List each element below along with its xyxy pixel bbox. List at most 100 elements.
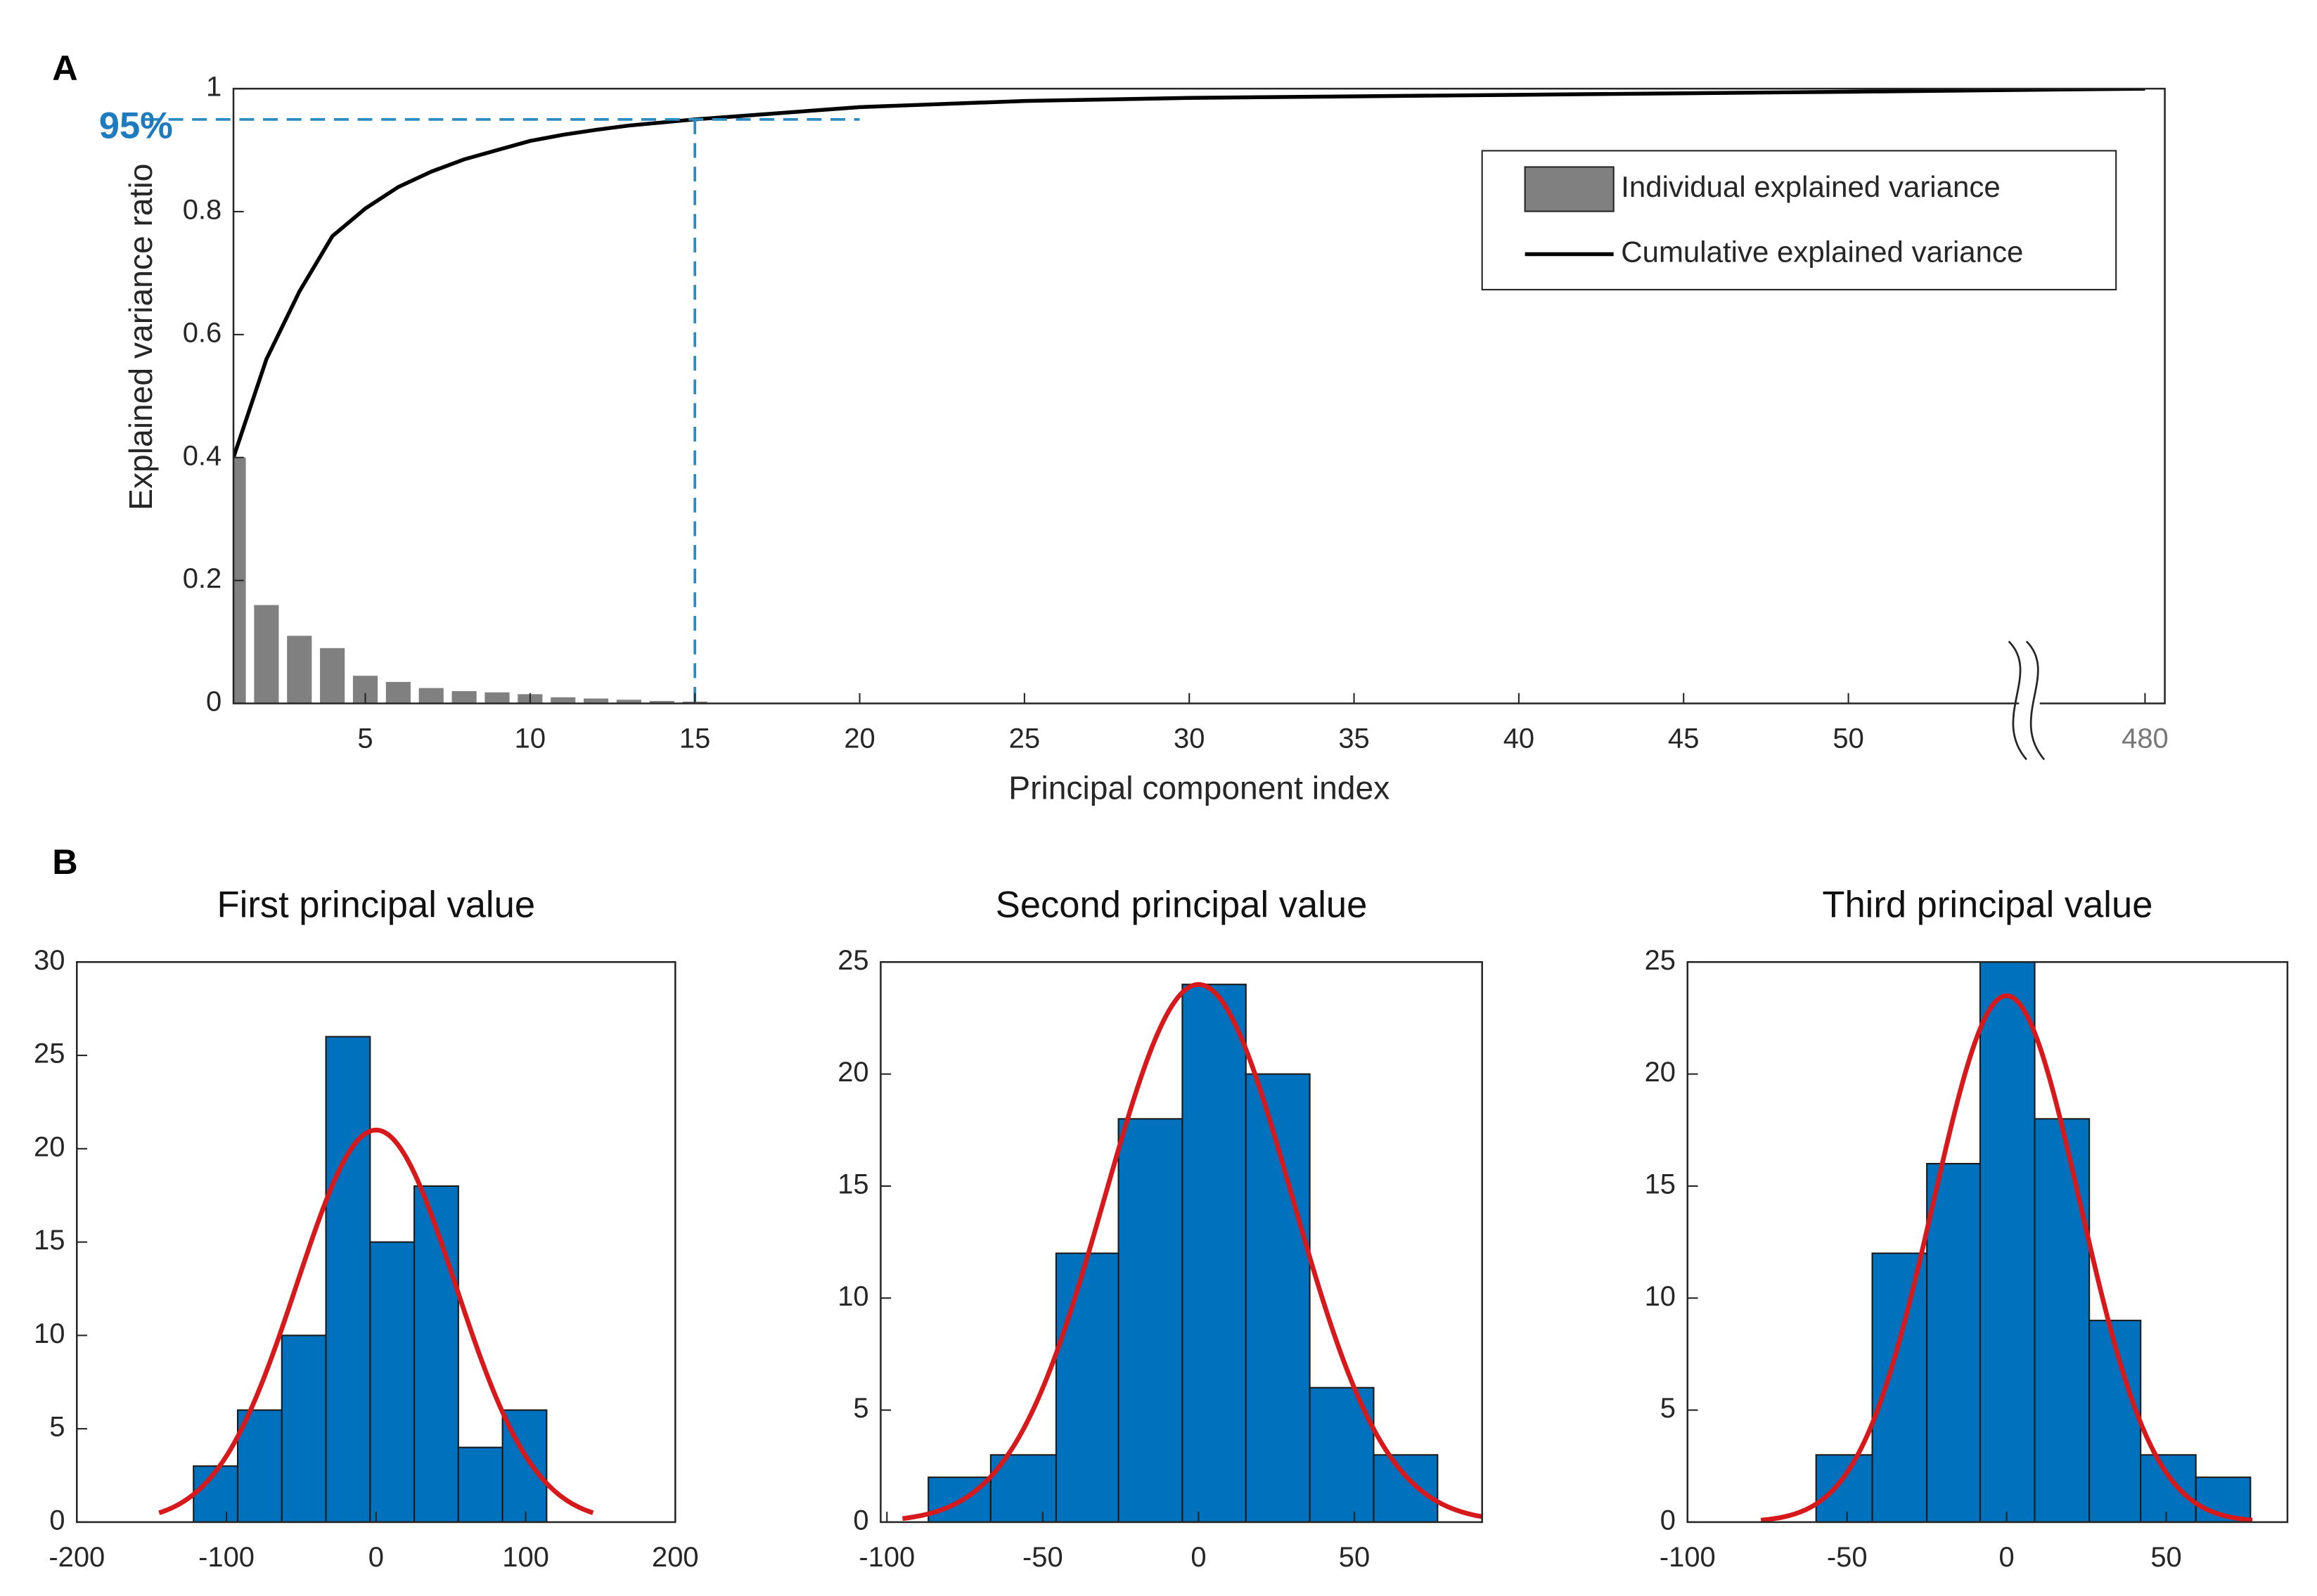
legend-label: Individual explained variance [1621, 170, 2001, 203]
y-tick-label: 0 [1660, 1505, 1676, 1536]
y-tick-label: 0 [206, 686, 222, 717]
legend-swatch [1524, 166, 1615, 212]
y-tick-label: 1 [206, 72, 222, 103]
histogram-bar [281, 1334, 327, 1523]
y-tick-label: 0.4 [183, 440, 222, 471]
x-tick-label: 50 [2150, 1542, 2181, 1573]
x-tick-label: 40 [1503, 723, 1534, 754]
x-tick-label: 15 [679, 723, 710, 754]
y-tick-label: 0.8 [183, 195, 222, 226]
axis-break [2025, 641, 2046, 761]
y-tick-label: 5 [1660, 1393, 1676, 1424]
x-tick-label: 5 [357, 723, 373, 754]
x-tick-label: 50 [1833, 723, 1863, 754]
bar [254, 605, 279, 704]
frame [232, 87, 2166, 704]
y-tick-label: 10 [837, 1281, 868, 1312]
legend-label: Cumulative explained variance [1621, 236, 2023, 269]
x-tick-label: 0 [1999, 1542, 2015, 1573]
x-tick-label: 25 [1009, 723, 1040, 754]
histogram-bar [1117, 1118, 1183, 1523]
chart-title: First principal value [217, 884, 535, 925]
y-tick-label: 0.6 [183, 317, 222, 348]
reference-label: 95% [99, 105, 173, 146]
y-tick-label: 5 [49, 1412, 65, 1443]
y-tick-label: 25 [1645, 945, 1676, 976]
fit-curve [1760, 993, 2253, 1523]
axis-break-gap [2019, 700, 2040, 707]
histogram-bar [325, 1036, 371, 1523]
y-tick-label: 25 [34, 1038, 65, 1069]
bar [320, 648, 345, 704]
y-tick-label: 20 [837, 1057, 868, 1088]
x-tick-label: 20 [844, 723, 875, 754]
histogram-bar [1871, 1252, 1928, 1523]
x-tick-label: 480 [2122, 723, 2169, 754]
histogram-bar [1181, 984, 1247, 1523]
bar [616, 700, 642, 704]
y-tick-label: 15 [1645, 1169, 1676, 1199]
axis-break [2008, 641, 2027, 761]
x-tick-label: -50 [1827, 1542, 1868, 1573]
x-tick-label: 200 [652, 1542, 699, 1573]
y-tick-label: 30 [34, 945, 65, 976]
histogram-bar [413, 1185, 459, 1523]
x-tick-label: -100 [859, 1542, 915, 1573]
histogram-bar [369, 1241, 416, 1523]
y-tick-label: 25 [837, 945, 868, 976]
histogram-bar [1055, 1252, 1119, 1523]
panel-label: B [52, 842, 77, 882]
histogram-bar [193, 1465, 239, 1523]
bar [418, 688, 444, 704]
histogram-bar [1926, 1163, 1982, 1523]
fit-curve [902, 982, 1483, 1521]
y-tick-label: 20 [34, 1131, 65, 1162]
x-axis-label: Principal component index [1008, 770, 1389, 806]
x-tick-label: -100 [1660, 1542, 1716, 1573]
x-tick-label: 50 [1339, 1542, 1370, 1573]
histogram-bar [2088, 1320, 2142, 1523]
x-tick-label: -100 [198, 1542, 255, 1573]
histogram-bar [1815, 1454, 1873, 1523]
line [233, 89, 2145, 458]
bar [584, 698, 609, 704]
x-tick-label: 10 [515, 723, 546, 754]
x-tick-label: -200 [49, 1542, 105, 1573]
bar [385, 681, 411, 704]
y-tick-label: 0 [49, 1505, 65, 1536]
fit-curve [158, 1127, 594, 1515]
bar [484, 692, 510, 704]
x-tick-label: 35 [1338, 723, 1369, 754]
bar [287, 636, 312, 704]
histogram-bar [1979, 961, 2036, 1523]
y-axis-label: Explained variance ratio [122, 164, 159, 510]
bar [451, 690, 477, 704]
y-tick-label: 10 [1645, 1281, 1676, 1312]
histogram-bar [1373, 1454, 1439, 1523]
bar [649, 700, 674, 704]
y-tick-label: 15 [34, 1225, 65, 1256]
y-tick-label: 5 [853, 1393, 868, 1424]
panel-label: A [52, 48, 77, 88]
x-tick-label: -50 [1022, 1542, 1063, 1573]
histogram-bar [457, 1446, 503, 1523]
x-tick-label: 0 [368, 1542, 384, 1573]
y-tick-label: 0.2 [183, 563, 222, 594]
y-tick-label: 0 [853, 1505, 868, 1536]
x-tick-label: 30 [1174, 723, 1205, 754]
chart-title: Second principal value [996, 884, 1368, 925]
chart-title: Third principal value [1822, 884, 2152, 925]
frame [1686, 961, 2289, 1524]
x-tick-label: 45 [1668, 723, 1699, 754]
y-tick-label: 15 [837, 1169, 868, 1199]
y-tick-label: 20 [1645, 1057, 1676, 1088]
histogram-bar [2034, 1118, 2091, 1523]
bar [551, 697, 576, 704]
histogram-bar [2140, 1454, 2197, 1523]
frame [880, 961, 1483, 1524]
x-tick-label: 0 [1190, 1542, 1206, 1573]
x-tick-label: 100 [502, 1542, 549, 1573]
y-tick-label: 10 [34, 1318, 65, 1349]
